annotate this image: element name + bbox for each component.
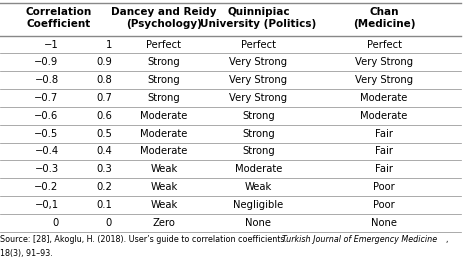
Text: Strong: Strong [242,111,275,121]
Text: 1: 1 [106,40,112,49]
Text: Fair: Fair [375,147,393,156]
Text: Very Strong: Very Strong [355,75,413,85]
Text: Weak: Weak [150,182,177,192]
Text: Moderate: Moderate [360,93,408,103]
Text: 0.5: 0.5 [96,129,112,139]
Text: Moderate: Moderate [360,111,408,121]
Text: 0.3: 0.3 [96,164,112,174]
Text: Strong: Strong [147,75,180,85]
Text: Very Strong: Very Strong [355,57,413,67]
Text: −0.8: −0.8 [35,75,59,85]
Text: Very Strong: Very Strong [229,57,287,67]
Text: 0.1: 0.1 [96,200,112,210]
Text: Fair: Fair [375,164,393,174]
Text: −0,1: −0,1 [35,200,59,210]
Text: 0.7: 0.7 [96,93,112,103]
Text: −0.4: −0.4 [35,147,59,156]
Text: Turkish Journal of Emergency Medicine: Turkish Journal of Emergency Medicine [283,235,438,244]
Text: −0.5: −0.5 [34,129,59,139]
Text: −0.7: −0.7 [34,93,59,103]
Text: None: None [371,218,397,228]
Text: −0.3: −0.3 [35,164,59,174]
Text: 0.6: 0.6 [96,111,112,121]
Text: ,: , [445,235,447,244]
Text: Zero: Zero [152,218,175,228]
Text: Chan
(Medicine): Chan (Medicine) [353,7,415,29]
Text: Negligible: Negligible [233,200,283,210]
Text: Correlation
Coefficient: Correlation Coefficient [26,7,92,29]
Text: Poor: Poor [373,200,395,210]
Text: Moderate: Moderate [140,129,188,139]
Text: Perfect: Perfect [366,40,401,49]
Text: 0.2: 0.2 [96,182,112,192]
Text: Dancey and Reidy
(Psychology): Dancey and Reidy (Psychology) [111,7,217,29]
Text: Very Strong: Very Strong [229,75,287,85]
Text: Moderate: Moderate [235,164,282,174]
Text: Weak: Weak [245,182,272,192]
Text: 0.8: 0.8 [96,75,112,85]
Text: −0.9: −0.9 [34,57,59,67]
Text: Perfect: Perfect [146,40,181,49]
Text: Quinnipiac
University (Politics): Quinnipiac University (Politics) [200,7,317,29]
Text: Strong: Strong [242,147,275,156]
Text: Poor: Poor [373,182,395,192]
Text: 0.4: 0.4 [96,147,112,156]
Text: 0: 0 [106,218,112,228]
Text: Weak: Weak [150,164,177,174]
Text: 0: 0 [52,218,59,228]
Text: Strong: Strong [147,93,180,103]
Text: Strong: Strong [242,129,275,139]
Text: Very Strong: Very Strong [229,93,287,103]
Text: −0.2: −0.2 [34,182,59,192]
Text: Strong: Strong [147,57,180,67]
Text: Weak: Weak [150,200,177,210]
Text: Fair: Fair [375,129,393,139]
Text: None: None [246,218,272,228]
Text: Moderate: Moderate [140,147,188,156]
Text: 0.9: 0.9 [96,57,112,67]
Text: −0.6: −0.6 [34,111,59,121]
Text: Perfect: Perfect [241,40,276,49]
Text: Source: [28], Akoglu, H. (2018). User’s guide to correlation coefficients.: Source: [28], Akoglu, H. (2018). User’s … [0,235,290,244]
Text: Moderate: Moderate [140,111,188,121]
Text: 18(3), 91–93.: 18(3), 91–93. [0,249,53,258]
Text: −1: −1 [44,40,59,49]
